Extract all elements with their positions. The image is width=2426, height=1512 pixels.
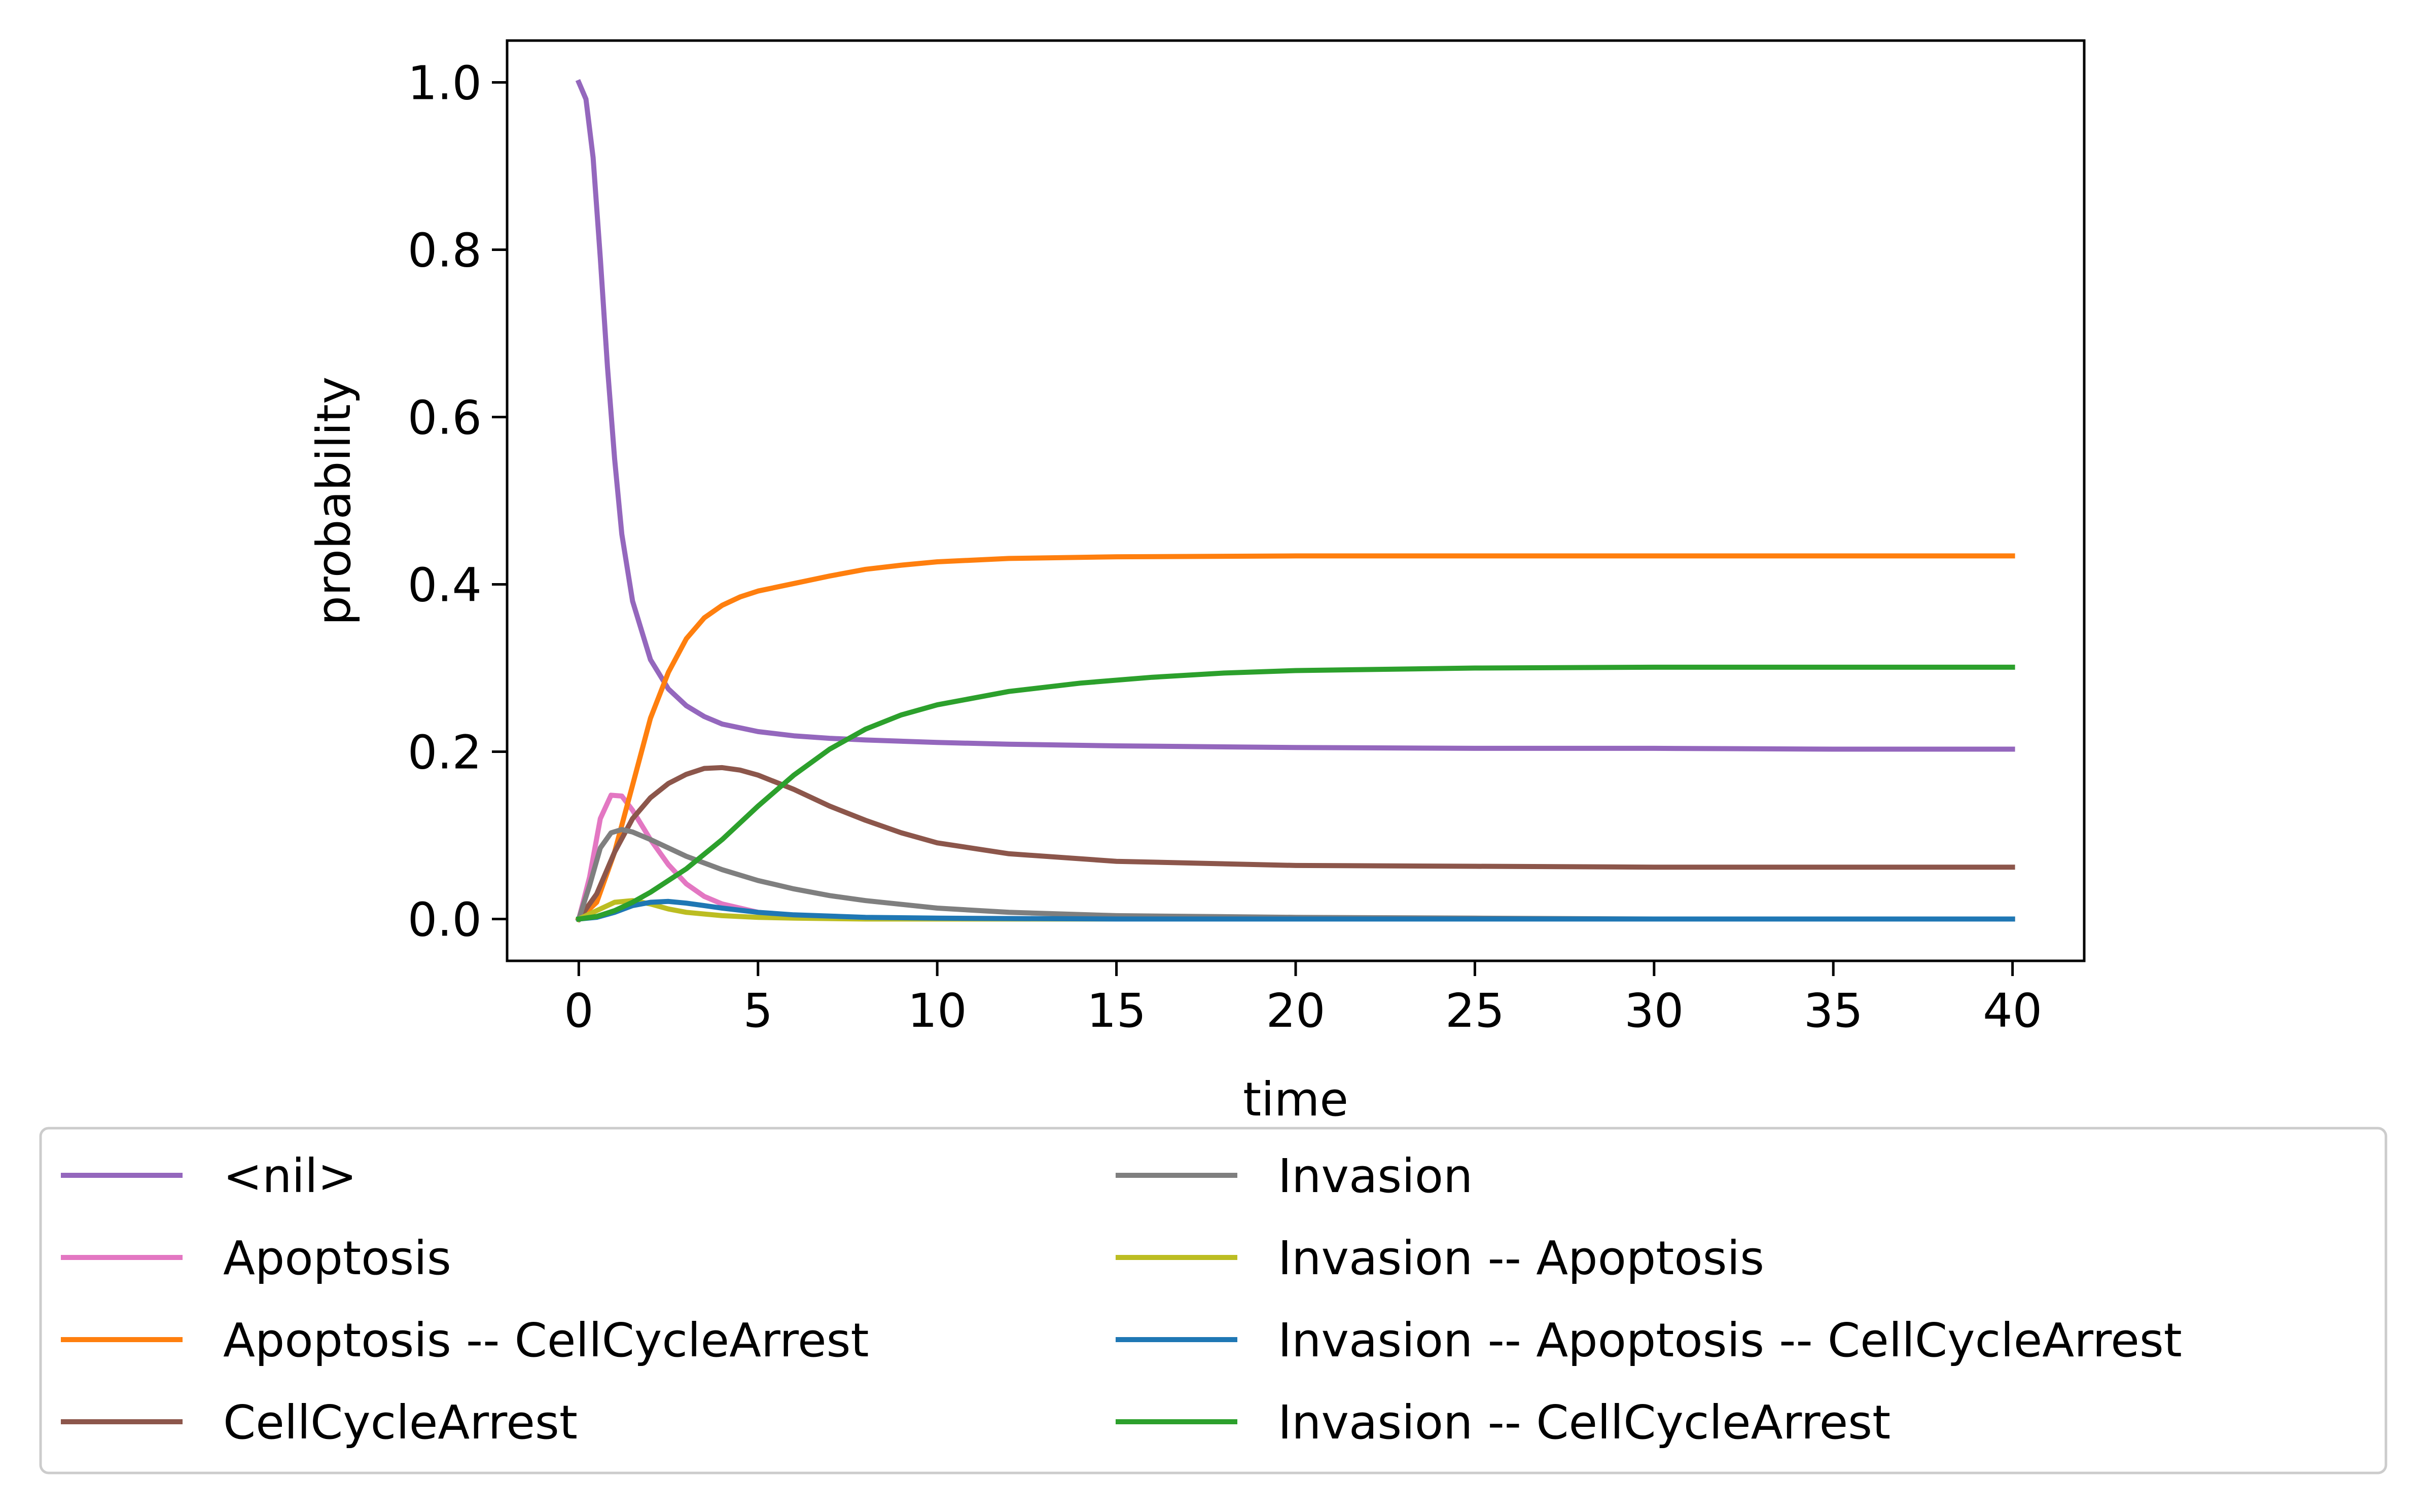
legend-frame <box>39 1127 2387 1474</box>
x-axis: 0 5 10 15 20 25 30 35 40 <box>564 961 2042 1038</box>
legend-label-1: Apoptosis <box>223 1231 451 1285</box>
x-tick-label: 40 <box>1983 984 2042 1038</box>
series-line-2 <box>575 553 2015 923</box>
x-tick-label: 25 <box>1445 984 1505 1038</box>
legend-label-3: CellCycleArrest <box>223 1395 578 1450</box>
legend-label-4: Invasion <box>1278 1149 1473 1203</box>
legend-label-0: <nil> <box>223 1149 357 1203</box>
series-line-7 <box>576 664 2015 922</box>
x-tick-label: 10 <box>908 984 967 1038</box>
series-line-0 <box>575 79 2015 752</box>
y-tick-label: 0.8 <box>408 224 482 278</box>
y-tick-label: 0.2 <box>408 726 482 780</box>
x-tick-label: 5 <box>743 984 773 1038</box>
legend-label-7: Invasion -- CellCycleArrest <box>1278 1395 1890 1450</box>
x-tick-label: 35 <box>1804 984 1863 1038</box>
legend-label-5: Invasion -- Apoptosis <box>1278 1231 1764 1285</box>
y-axis: 0.0 0.2 0.4 0.6 0.8 1.0 <box>408 56 507 947</box>
y-tick-label: 1.0 <box>408 56 482 111</box>
y-axis-label: probability <box>307 377 361 626</box>
y-tick-label: 0.6 <box>408 391 482 445</box>
y-tick-label: 0.0 <box>408 893 482 947</box>
legend: <nil> Apoptosis Apoptosis -- CellCycleArre… <box>61 1149 2182 1450</box>
x-tick-label: 0 <box>564 984 594 1038</box>
legend-label-6: Invasion -- Apoptosis -- CellCycleArrest <box>1278 1313 2182 1367</box>
y-tick-label: 0.4 <box>408 558 482 613</box>
x-tick-label: 15 <box>1087 984 1146 1038</box>
plot-lines <box>575 79 2015 923</box>
x-tick-label: 20 <box>1266 984 1325 1038</box>
x-tick-label: 30 <box>1624 984 1684 1038</box>
legend-label-2: Apoptosis -- CellCycleArrest <box>223 1313 869 1367</box>
x-axis-label: time <box>1243 1072 1348 1127</box>
series-line-3 <box>575 765 2015 923</box>
